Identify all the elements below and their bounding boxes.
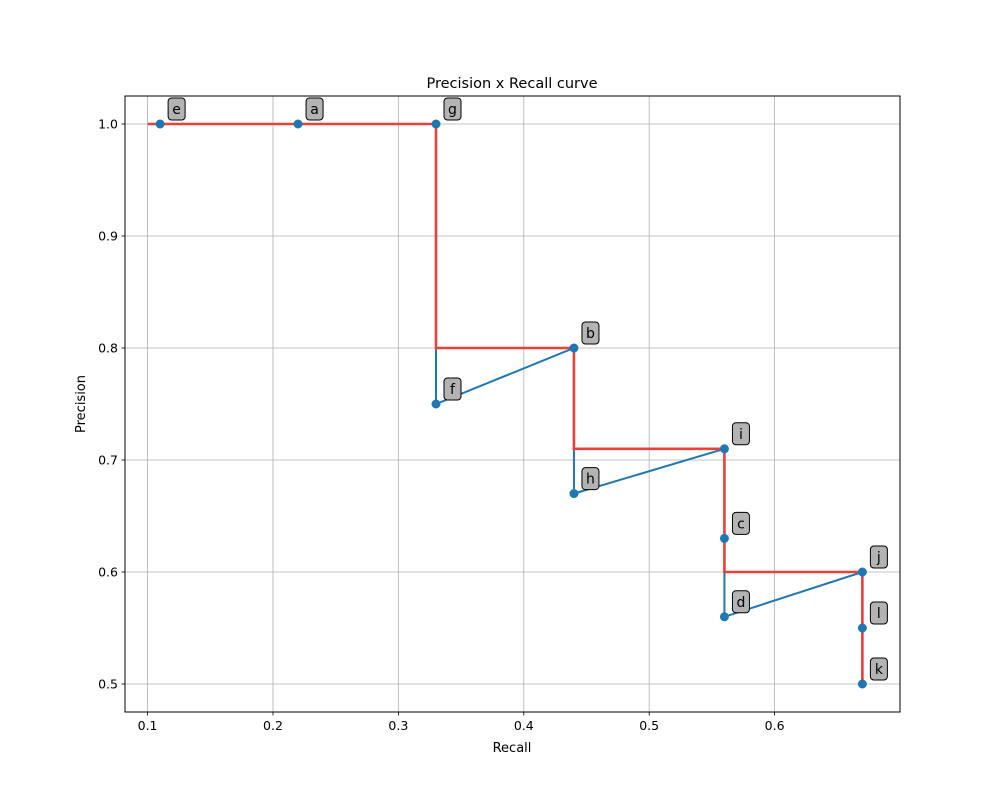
data-point-e (155, 119, 165, 129)
data-point-h (569, 489, 579, 499)
point-label-box (869, 601, 888, 625)
point-label-box (869, 657, 888, 681)
point-label: a (310, 102, 319, 118)
x-tick-label: 0.6 (765, 718, 785, 733)
point-label: j (876, 550, 881, 566)
point-label-box (167, 97, 186, 121)
point-label: f (450, 382, 456, 398)
data-point-k (857, 679, 867, 689)
point-label: h (586, 472, 595, 488)
point-label-box (731, 422, 750, 446)
point-label-box (581, 467, 600, 491)
point-label: d (736, 595, 745, 611)
y-axis-label: Precision (74, 375, 89, 433)
data-point-g (431, 119, 441, 129)
data-point-j (857, 567, 867, 577)
point-label-box (305, 97, 324, 121)
interpolated-precision-line (147, 122, 864, 684)
x-tick-label: 0.1 (138, 718, 158, 733)
axis-ticks: 0.1 0.2 0.3 0.4 0.5 0.6 0.5 0.6 0.7 0.8 0.9 1.0 (98, 117, 784, 734)
point-label-box (581, 321, 600, 345)
y-tick-label: 0.6 (98, 565, 118, 580)
point-label-box (443, 377, 462, 401)
data-point-d (719, 612, 729, 622)
x-tick-label: 0.5 (639, 718, 659, 733)
point-label: g (448, 102, 457, 118)
points-layer (155, 119, 867, 689)
y-tick-label: 0.5 (98, 677, 118, 692)
data-point-a (293, 119, 303, 129)
data-point-b (569, 343, 579, 353)
chart-title: Precision x Recall curve (427, 76, 598, 92)
y-tick-label: 0.7 (98, 453, 118, 468)
point-label-box (443, 97, 462, 121)
x-tick-label: 0.3 (388, 718, 408, 733)
point-label: k (875, 662, 884, 678)
data-point-l (857, 623, 867, 633)
x-tick-label: 0.4 (514, 718, 534, 733)
point-label: c (737, 516, 745, 532)
y-tick-label: 0.9 (98, 229, 118, 244)
plot-frame (124, 95, 901, 713)
y-tick-label: 1.0 (98, 117, 118, 132)
data-point-i (719, 444, 729, 454)
data-point-f (431, 399, 441, 409)
point-labels-layer: e a g f b h i c d j l k (167, 97, 888, 681)
point-label-box (731, 511, 750, 535)
point-label: b (586, 326, 595, 342)
point-label-box (869, 545, 888, 569)
point-label-box (731, 590, 750, 614)
data-point-c (719, 533, 729, 543)
x-axis-label: Recall (493, 741, 532, 756)
series-layer (147, 122, 864, 684)
point-label: l (877, 606, 881, 622)
point-label: i (739, 427, 743, 443)
point-label: e (172, 102, 181, 118)
y-tick-label: 0.8 (98, 341, 118, 356)
x-tick-label: 0.2 (263, 718, 283, 733)
